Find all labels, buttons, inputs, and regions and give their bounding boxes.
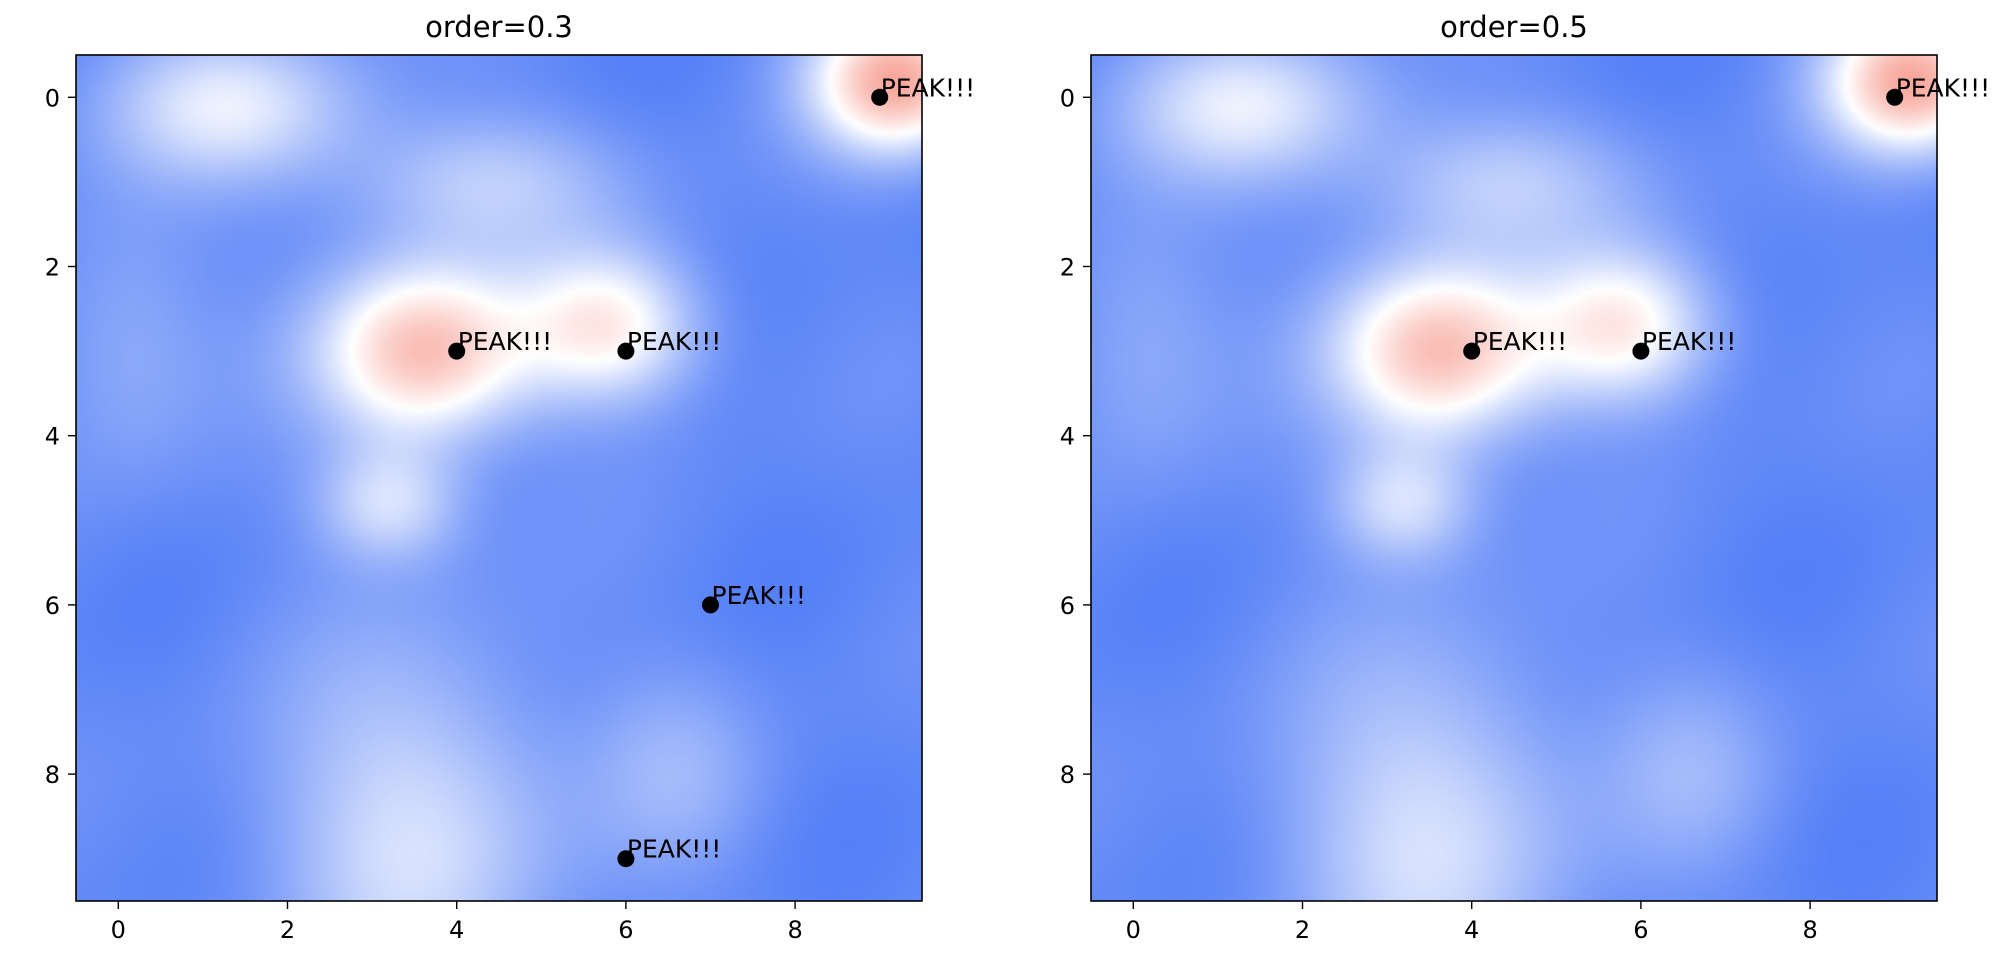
axes-frame — [75, 54, 923, 902]
peak-label: PEAK!!! — [627, 835, 721, 864]
peak-label: PEAK!!! — [1896, 73, 1990, 102]
y-tick-label: 8 — [45, 761, 60, 789]
y-tick-label: 0 — [45, 84, 60, 112]
peak-marker — [871, 88, 889, 106]
x-tick-label: 6 — [618, 916, 633, 944]
y-tick-label: 2 — [1060, 254, 1075, 282]
heatmap-image — [76, 55, 922, 901]
y-tick-label: 6 — [45, 592, 60, 620]
y-tick-label: 4 — [1060, 423, 1075, 451]
y-tick-label: 8 — [1060, 761, 1075, 789]
x-tick-label: 0 — [111, 916, 126, 944]
x-tick-label: 2 — [280, 916, 295, 944]
peak-marker — [702, 596, 719, 614]
x-tick-label: 4 — [1464, 916, 1479, 944]
peak-marker — [448, 342, 466, 360]
chart-title: order=0.3 — [425, 10, 573, 44]
x-tick-label: 6 — [1633, 916, 1648, 944]
peak-marker — [1632, 342, 1650, 360]
y-tick-label: 4 — [45, 423, 60, 451]
peak-label: PEAK!!! — [712, 581, 806, 610]
chart-title: order=0.5 — [1440, 10, 1588, 44]
heatmap-image — [1091, 55, 1937, 901]
peak-label: PEAK!!! — [458, 327, 552, 356]
y-tick-label: 2 — [45, 254, 60, 282]
peak-marker — [1463, 342, 1481, 360]
x-tick-label: 8 — [1802, 916, 1817, 944]
peak-marker — [617, 850, 635, 868]
peak-label: PEAK!!! — [1642, 327, 1736, 356]
panel-2: order=0.5 0 2 4 6 8 0 2 4 6 8 PEAK!!! PEAK!!! PEAK!!! — [1060, 10, 1990, 944]
peak-marker — [617, 342, 635, 360]
peak-marker — [1886, 88, 1904, 106]
peak-label: PEAK!!! — [1473, 327, 1567, 356]
y-tick-label: 6 — [1060, 592, 1075, 620]
axes-frame — [1090, 54, 1938, 902]
peak-label: PEAK!!! — [881, 73, 975, 102]
y-tick-label: 0 — [1060, 84, 1075, 112]
x-tick-label: 2 — [1295, 916, 1310, 944]
x-tick-label: 0 — [1126, 916, 1141, 944]
peak-label: PEAK!!! — [627, 327, 721, 356]
x-tick-label: 4 — [449, 916, 464, 944]
panel-1: order=0.3 0 2 4 6 8 0 2 4 6 8 PEAK!!! PEAK!!! PEAK!!!… — [45, 10, 975, 944]
x-tick-label: 8 — [787, 916, 802, 944]
